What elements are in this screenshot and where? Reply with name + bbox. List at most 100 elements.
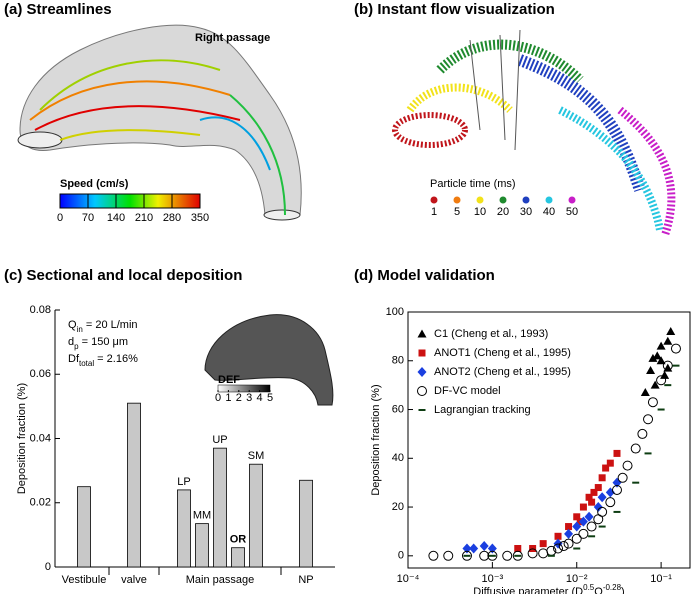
diamond-marker <box>593 502 603 513</box>
legend-swatch <box>568 196 576 204</box>
diamond-marker <box>564 528 574 539</box>
inset-tick-label: 1 <box>225 392 231 404</box>
circle-marker <box>443 550 454 561</box>
circle-marker <box>538 548 549 559</box>
rich-text: Dftotal = 2.16% <box>68 353 138 368</box>
square-marker <box>418 349 426 357</box>
panel-title: (b) Instant flow visualization <box>354 1 555 18</box>
diamond-marker <box>487 543 497 554</box>
text-part: = 150 μm <box>79 336 128 348</box>
circle-marker <box>563 538 574 549</box>
bar-label: MM <box>193 510 211 522</box>
circle-marker <box>656 375 667 386</box>
circle-marker <box>527 548 538 559</box>
bar <box>213 447 227 568</box>
circle-marker <box>586 521 597 532</box>
inset-tick-label: 2 <box>236 392 242 404</box>
circle-marker <box>643 414 654 425</box>
text-part: 0.5 <box>583 583 595 592</box>
bar <box>249 463 263 568</box>
bar-label: OR <box>230 534 247 546</box>
diamond-marker <box>584 511 594 522</box>
circle-marker <box>662 360 673 371</box>
circle-marker <box>417 386 427 396</box>
x-tick-label: 10⁻⁴ <box>397 573 420 585</box>
circle-marker <box>428 550 439 561</box>
square-marker <box>585 493 593 501</box>
triangle-marker <box>646 366 656 375</box>
legend-swatch <box>522 196 530 204</box>
inset-tick-label: 5 <box>267 392 273 404</box>
circle-marker <box>571 533 582 544</box>
text-part: = 20 L/min <box>83 319 138 331</box>
diamond-marker <box>479 541 489 552</box>
legend-swatch <box>476 196 484 204</box>
colorbar-tick-label: 280 <box>163 212 181 224</box>
colorbar-tick-label: 140 <box>107 212 125 224</box>
x-tick-label: 10⁻³ <box>482 573 504 585</box>
y-tick-label: 0.02 <box>30 497 51 509</box>
y-tick-label: 60 <box>392 403 404 415</box>
square-marker <box>594 484 602 492</box>
bar <box>77 486 91 568</box>
legend-label: Lagrangian tracking <box>434 404 531 416</box>
square-marker <box>613 449 621 457</box>
nasal-model-a <box>17 24 302 221</box>
colorbar-tick-label: 350 <box>191 212 209 224</box>
text-part: Df <box>68 353 80 365</box>
y-tick-label: 0.04 <box>30 432 51 444</box>
bar <box>127 402 141 568</box>
circle-marker <box>605 497 616 508</box>
circle-marker <box>553 543 564 554</box>
rich-text: Qin = 20 L/min <box>68 319 138 334</box>
legend-label: 30 <box>520 206 532 218</box>
y-axis-label: Deposition fraction (%) <box>16 383 28 494</box>
circle-marker <box>578 528 589 539</box>
group-label: valve <box>121 574 147 586</box>
diamond-marker <box>469 543 479 554</box>
circle-marker <box>622 460 633 471</box>
text-part: p <box>74 342 79 351</box>
circle-marker <box>487 550 498 561</box>
legend-label: ANOT1 (Cheng et al., 1995) <box>434 347 571 359</box>
bar <box>231 547 245 568</box>
square-marker <box>514 544 522 552</box>
square-marker <box>539 540 547 548</box>
inset-tick-label: 3 <box>246 392 252 404</box>
triangle-marker <box>660 370 670 379</box>
inset-colorbar <box>217 384 271 393</box>
y-axis-label: Deposition fraction (%) <box>370 384 382 495</box>
legend-title: Particle time (ms) <box>430 178 516 190</box>
x-tick-label: 10⁻² <box>566 573 588 585</box>
text-part: = 2.16% <box>94 353 138 365</box>
circle-marker <box>611 484 622 495</box>
inset-model <box>204 314 334 406</box>
panel-title: (a) Streamlines <box>4 1 112 18</box>
legend-label: 40 <box>543 206 555 218</box>
bar-label: UP <box>212 434 227 446</box>
legend-swatch <box>499 196 507 204</box>
legend-label: C1 (Cheng et al., 1993) <box>434 328 548 340</box>
circle-marker <box>461 550 472 561</box>
legend-swatch <box>545 196 553 204</box>
legend-label: 20 <box>497 206 509 218</box>
text-part: Diffusive parameter (D <box>473 586 583 594</box>
text-part: -0.28 <box>603 583 622 592</box>
bar-label: LP <box>177 476 190 488</box>
triangle-marker <box>648 353 658 362</box>
colorbar-tick-label: 0 <box>57 212 63 224</box>
legend-label: 10 <box>474 206 486 218</box>
legend-swatch <box>430 196 438 204</box>
square-marker <box>598 474 606 482</box>
bar <box>177 489 191 568</box>
legend-label: DF-VC model <box>434 385 501 397</box>
colorbar-label: Speed (cm/s) <box>60 178 129 190</box>
square-marker <box>565 523 573 531</box>
circle-marker <box>647 397 658 408</box>
diamond-marker <box>578 516 588 527</box>
y-tick-label: 0.06 <box>30 368 51 380</box>
y-tick-label: 80 <box>392 355 404 367</box>
y-tick-label: 20 <box>392 501 404 513</box>
diamond-marker <box>572 521 582 532</box>
y-tick-label: 100 <box>386 306 404 318</box>
